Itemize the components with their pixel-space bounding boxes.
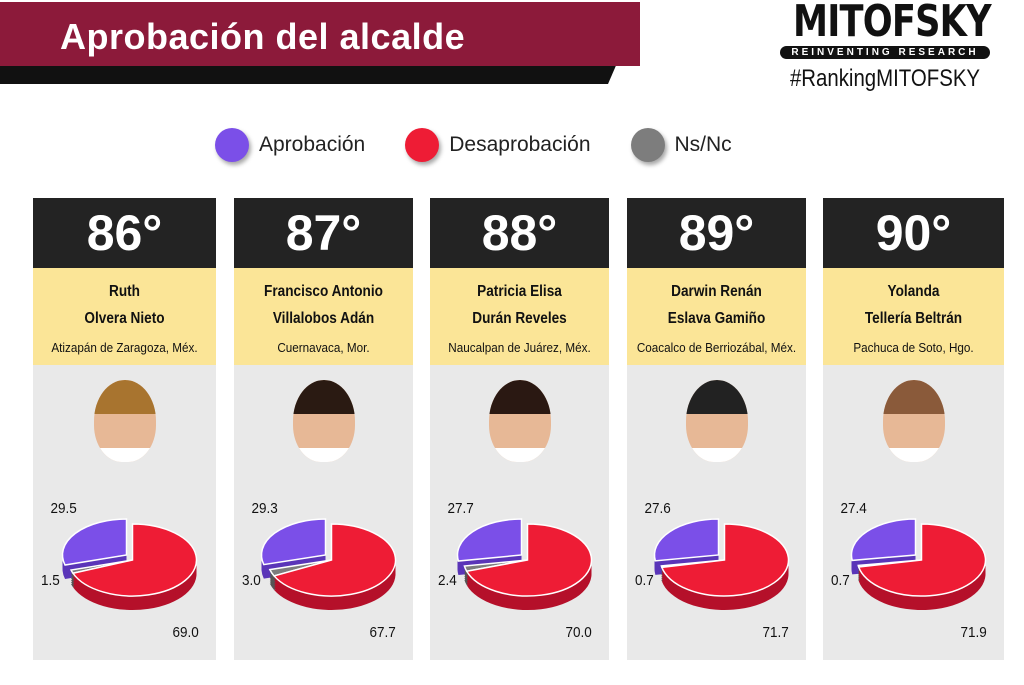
disapproval-slice-top <box>465 523 593 597</box>
mayor-photo <box>488 380 551 462</box>
mayor-photo <box>685 380 748 462</box>
disapproval-label: 71.7 <box>762 624 789 641</box>
shirt <box>882 448 945 462</box>
shirt <box>292 448 355 462</box>
approval-label: 27.4 <box>840 500 867 517</box>
legend-label: Aprobación <box>259 133 366 156</box>
approval-slice-top <box>61 518 128 566</box>
mayor-card: 86° Ruth Olvera Nieto Atizapán de Zarago… <box>33 198 216 660</box>
mayor-first-name: Darwin Renán <box>671 283 762 300</box>
mayor-first-name: Ruth <box>109 283 140 300</box>
mayor-photo <box>93 380 156 462</box>
rank: 88° <box>430 198 609 268</box>
mayor-city: Cuernavaca, Mor. <box>277 340 370 355</box>
approval-swatch <box>215 128 249 162</box>
approval-slice <box>260 518 327 579</box>
mayor-info: Patricia Elisa Durán Reveles Naucalpan d… <box>430 268 609 365</box>
approval-label: 27.6 <box>644 500 671 517</box>
disapproval-slice-top <box>272 523 397 597</box>
mayor-photo <box>882 380 945 462</box>
hair <box>488 380 551 414</box>
mayor-card: 87° Francisco Antonio Villalobos Adán Cu… <box>234 198 413 660</box>
legend: Aprobación Desaprobación Ns/Nc <box>215 128 732 162</box>
mayor-first-name: Patricia Elisa <box>477 283 562 300</box>
approval-label: 29.3 <box>251 500 278 517</box>
hair <box>292 380 355 414</box>
disapproval-slice-top <box>660 523 790 597</box>
rank: 86° <box>33 198 216 268</box>
mayor-last-name: Eslava Gamiño <box>667 310 766 327</box>
mayor-city: Atizapán de Zaragoza, Méx. <box>51 340 198 355</box>
mayor-photo <box>292 380 355 462</box>
nsnc-label: 2.4 <box>438 572 457 589</box>
mayor-last-name: Durán Reveles <box>472 310 567 327</box>
shirt <box>488 448 551 462</box>
approval-slice-top <box>260 518 327 566</box>
mayor-first-name: Yolanda <box>887 283 940 300</box>
mayor-last-name: Tellería Beltrán <box>864 310 963 327</box>
legend-disapproval: Desaprobación <box>405 128 591 162</box>
rank: 87° <box>234 198 413 268</box>
title-banner: Aprobación del alcalde <box>0 2 640 66</box>
nsnc-label: 0.7 <box>831 572 850 589</box>
approval-slice <box>456 518 523 576</box>
hair <box>685 380 748 414</box>
rank: 90° <box>823 198 1004 268</box>
approval-slice-top <box>653 518 720 562</box>
disapproval-slice <box>465 523 593 610</box>
mayor-card: 89° Darwin Renán Eslava Gamiño Coacalco … <box>627 198 806 660</box>
mayor-card: 90° Yolanda Tellería Beltrán Pachuca de … <box>823 198 1004 660</box>
page-title: Aprobación del alcalde <box>60 16 466 57</box>
shirt <box>685 448 748 462</box>
hashtag: #RankingMITOFSKY <box>789 65 981 92</box>
nsnc-label: 1.5 <box>41 572 60 589</box>
rank: 89° <box>627 198 806 268</box>
disapproval-label: 67.7 <box>369 624 396 641</box>
brand-tagline: REINVENTING RESEARCH <box>780 46 990 59</box>
pie-chart <box>850 518 987 610</box>
disapproval-slice <box>857 523 987 610</box>
mayor-last-name: Olvera Nieto <box>84 310 165 327</box>
pie-chart <box>653 518 790 610</box>
mayor-city: Coacalco de Berriozábal, Méx. <box>636 340 797 355</box>
approval-label: 29.5 <box>50 500 77 517</box>
hair <box>882 380 945 414</box>
pie-chart <box>61 518 198 610</box>
disapproval-slice <box>71 523 198 610</box>
mayor-city: Naucalpan de Juárez, Méx. <box>448 340 591 355</box>
brand-name: MITOFSKY <box>793 0 992 47</box>
disapproval-swatch <box>405 128 440 162</box>
disapproval-label: 71.9 <box>960 624 987 641</box>
disapproval-slice <box>660 523 790 610</box>
legend-approval: Aprobación <box>215 128 365 162</box>
mayor-info: Yolanda Tellería Beltrán Pachuca de Soto… <box>823 268 1004 365</box>
disapproval-slice <box>272 523 397 610</box>
legend-label: Ns/Nc <box>674 133 732 156</box>
disapproval-label: 69.0 <box>172 624 199 641</box>
pie-chart <box>260 518 397 610</box>
shirt <box>93 448 156 462</box>
mayor-last-name: Villalobos Adán <box>272 310 375 327</box>
mayor-city: Pachuca de Soto, Hgo. <box>853 340 974 355</box>
legend-nsnc: Ns/Nc <box>630 128 732 162</box>
hair <box>93 380 156 414</box>
pie-chart <box>456 518 593 610</box>
nsnc-label: 0.7 <box>635 572 654 589</box>
legend-label: Desaprobación <box>449 133 591 156</box>
nsnc-swatch <box>630 128 665 162</box>
disapproval-slice-top <box>857 523 987 597</box>
mayor-info: Francisco Antonio Villalobos Adán Cuerna… <box>234 268 413 365</box>
mayor-info: Darwin Renán Eslava Gamiño Coacalco de B… <box>627 268 806 365</box>
disapproval-label: 70.0 <box>565 624 592 641</box>
disapproval-slice-top <box>71 523 198 597</box>
approval-label: 27.7 <box>447 500 474 517</box>
nsnc-label: 3.0 <box>242 572 261 589</box>
approval-slice-top <box>850 518 917 562</box>
mayor-first-name: Francisco Antonio <box>264 283 383 300</box>
mayor-info: Ruth Olvera Nieto Atizapán de Zaragoza, … <box>33 268 216 365</box>
mayor-card: 88° Patricia Elisa Durán Reveles Naucalp… <box>430 198 609 660</box>
approval-slice-top <box>456 518 523 562</box>
mitofsky-logo: MITOFSKY REINVENTING RESEARCH #RankingMI… <box>770 0 1000 93</box>
